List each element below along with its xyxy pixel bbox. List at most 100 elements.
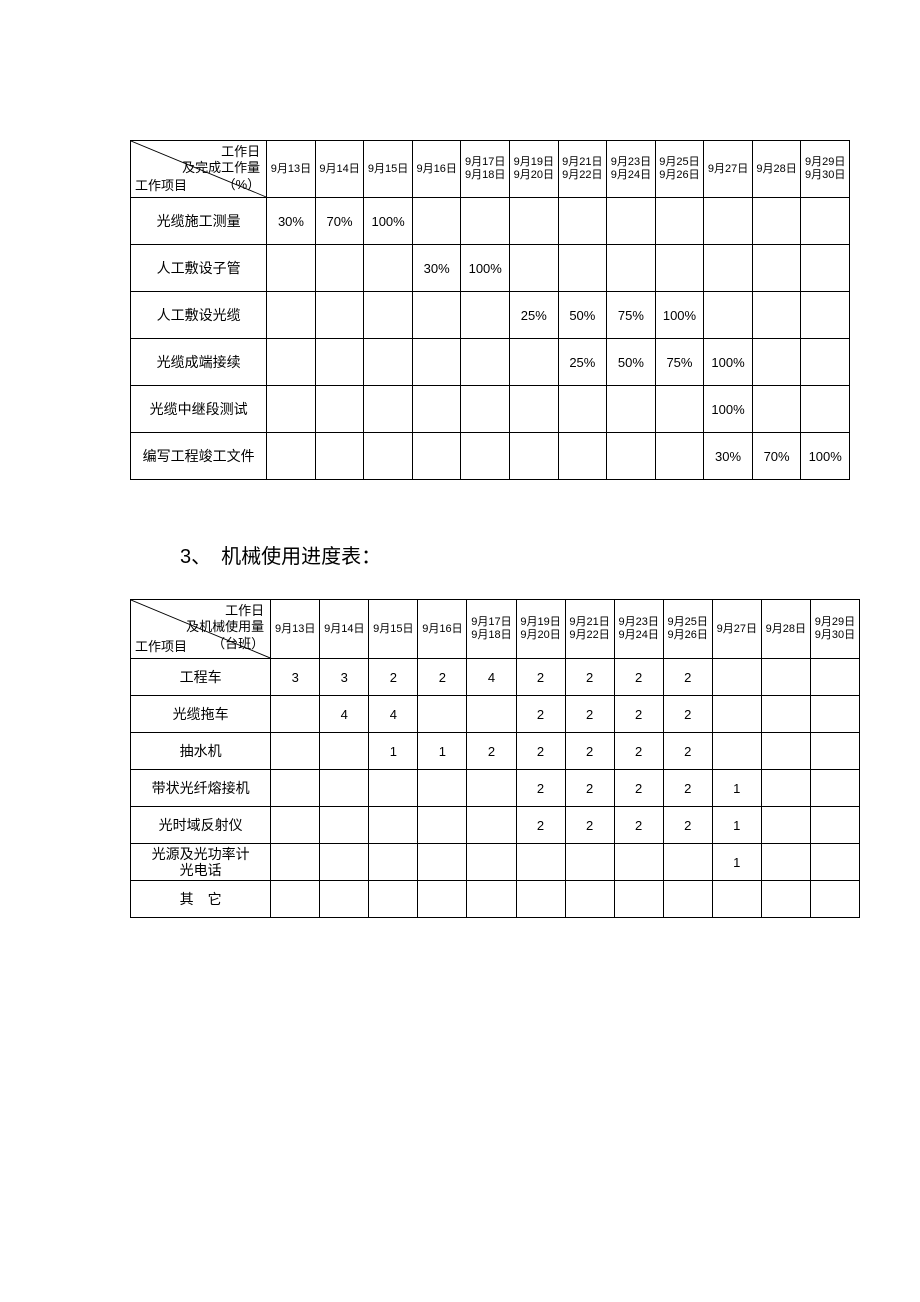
cell-value [614,881,663,918]
table-row: 光缆中继段测试100% [131,386,850,433]
cell-value [510,198,559,245]
cell-value [510,339,559,386]
cell-value [810,696,859,733]
date-column-header: 9月16日 [418,600,467,659]
cell-value [364,245,413,292]
cell-value [810,807,859,844]
cell-value [761,844,810,881]
cell-value: 1 [369,733,418,770]
cell-value: 4 [369,696,418,733]
cell-value [315,433,364,480]
cell-value [704,198,753,245]
cell-value: 4 [467,659,516,696]
cell-value [712,733,761,770]
date-column-header: 9月13日 [267,141,316,198]
cell-value [607,245,656,292]
diagonal-header: 工作日 及完成工作量 （%） 工作项目 [131,141,267,198]
cell-value [516,881,565,918]
cell-value: 2 [369,659,418,696]
cell-value [752,339,801,386]
cell-value [663,844,712,881]
cell-value [801,198,850,245]
cell-value [369,881,418,918]
cell-value: 2 [565,807,614,844]
cell-value [461,198,510,245]
cell-value [271,807,320,844]
table-row: 光缆成端接续25%50%75%100% [131,339,850,386]
cell-value: 2 [516,659,565,696]
cell-value [364,339,413,386]
cell-value [267,339,316,386]
cell-value [752,198,801,245]
date-column-header: 9月25日9月26日 [663,600,712,659]
row-label: 光缆成端接续 [131,339,267,386]
cell-value [655,198,704,245]
row-label: 光源及光功率计光电话 [131,844,271,881]
cell-value: 2 [663,696,712,733]
cell-value: 1 [712,844,761,881]
cell-value: 2 [467,733,516,770]
cell-value: 100% [655,292,704,339]
cell-value [614,844,663,881]
cell-value [810,733,859,770]
cell-value [607,433,656,480]
cell-value [271,733,320,770]
cell-value: 2 [565,696,614,733]
cell-value: 75% [607,292,656,339]
date-column-header: 9月13日 [271,600,320,659]
date-column-header: 9月14日 [320,600,369,659]
table-row: 人工敷设光缆25%50%75%100% [131,292,850,339]
header-top-line1: 工作日 [225,603,264,618]
row-label: 光缆中继段测试 [131,386,267,433]
table-row: 其 它 [131,881,860,918]
cell-value [761,733,810,770]
cell-value [810,659,859,696]
cell-value [510,433,559,480]
cell-value [461,339,510,386]
cell-value [761,696,810,733]
cell-value: 2 [663,733,712,770]
cell-value: 1 [712,807,761,844]
table-row: 光时域反射仪22221 [131,807,860,844]
cell-value [516,844,565,881]
cell-value: 3 [271,659,320,696]
cell-value [558,386,607,433]
cell-value [267,292,316,339]
cell-value [565,844,614,881]
cell-value: 2 [516,733,565,770]
row-label: 带状光纤熔接机 [131,770,271,807]
cell-value [467,807,516,844]
cell-value: 2 [516,770,565,807]
cell-value [510,386,559,433]
date-column-header: 9月21日9月22日 [558,141,607,198]
cell-value [461,386,510,433]
cell-value: 100% [364,198,413,245]
cell-value [761,881,810,918]
row-label: 光时域反射仪 [131,807,271,844]
date-column-header: 9月14日 [315,141,364,198]
cell-value [467,696,516,733]
cell-value: 2 [614,659,663,696]
cell-value [418,696,467,733]
cell-value [271,844,320,881]
cell-value [558,245,607,292]
cell-value [558,198,607,245]
header-bottom: 工作项目 [135,636,187,655]
cell-value [704,245,753,292]
cell-value: 25% [558,339,607,386]
cell-value: 2 [565,659,614,696]
cell-value [418,881,467,918]
cell-value: 2 [418,659,467,696]
table-row: 抽水机1122222 [131,733,860,770]
cell-value: 2 [565,770,614,807]
cell-value [369,770,418,807]
cell-value: 2 [614,770,663,807]
cell-value [320,807,369,844]
cell-value [418,807,467,844]
date-column-header: 9月21日9月22日 [565,600,614,659]
row-label: 编写工程竣工文件 [131,433,267,480]
cell-value [267,433,316,480]
date-column-header: 9月17日9月18日 [461,141,510,198]
cell-value [752,292,801,339]
cell-value: 2 [614,696,663,733]
